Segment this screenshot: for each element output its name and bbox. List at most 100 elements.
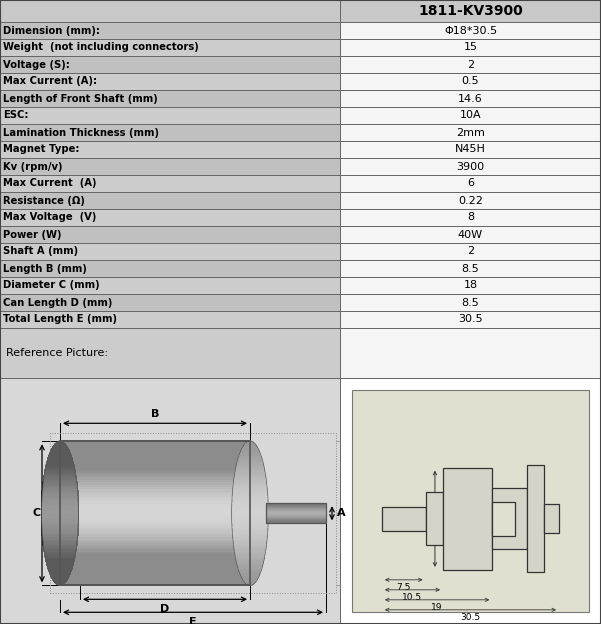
Bar <box>60 545 250 547</box>
Bar <box>232 542 268 545</box>
Bar <box>232 486 268 489</box>
Text: D: D <box>160 604 169 614</box>
Bar <box>232 472 268 475</box>
Bar <box>42 513 78 515</box>
Bar <box>266 506 326 507</box>
Bar <box>42 477 78 480</box>
Bar <box>60 444 250 446</box>
Bar <box>352 390 589 612</box>
Text: 1811-KV3900: 1811-KV3900 <box>418 4 523 18</box>
Bar <box>60 576 250 578</box>
Bar <box>0 107 340 124</box>
Bar <box>340 56 601 73</box>
Bar <box>50 433 336 593</box>
Bar <box>266 517 326 518</box>
Bar <box>42 455 78 458</box>
Text: Magnet Type:: Magnet Type: <box>3 145 79 155</box>
Bar <box>60 470 250 472</box>
Bar <box>232 460 268 463</box>
Ellipse shape <box>41 441 79 585</box>
Text: N45H: N45H <box>455 145 486 155</box>
Bar <box>42 542 78 545</box>
Bar <box>232 474 268 477</box>
Text: Length of Front Shaft (mm): Length of Front Shaft (mm) <box>3 94 157 104</box>
Bar <box>60 461 250 463</box>
Bar <box>42 517 78 520</box>
Bar <box>42 553 78 557</box>
Bar <box>60 537 250 540</box>
Bar <box>0 175 340 192</box>
Bar <box>232 515 268 518</box>
Ellipse shape <box>41 441 79 585</box>
Text: 2: 2 <box>467 59 474 69</box>
Bar <box>232 465 268 468</box>
Bar <box>0 378 340 624</box>
Bar <box>492 488 527 549</box>
Bar <box>60 475 250 477</box>
Bar <box>42 551 78 554</box>
Text: 19: 19 <box>432 603 443 612</box>
Bar <box>0 73 340 90</box>
Bar <box>0 277 340 294</box>
Bar <box>340 243 601 260</box>
Bar <box>60 472 250 475</box>
Ellipse shape <box>41 441 79 585</box>
Text: 0.22: 0.22 <box>458 195 483 205</box>
Bar <box>42 580 78 583</box>
Bar <box>0 294 340 311</box>
Bar <box>0 0 340 22</box>
Bar <box>42 558 78 562</box>
Bar <box>60 568 250 571</box>
Bar <box>42 474 78 477</box>
Bar <box>266 519 326 520</box>
Ellipse shape <box>41 441 79 585</box>
Text: Kv (rpm/v): Kv (rpm/v) <box>3 162 63 172</box>
Text: E: E <box>189 617 197 624</box>
Bar <box>266 521 326 522</box>
Bar <box>340 209 601 226</box>
Ellipse shape <box>41 441 79 585</box>
Bar <box>42 446 78 449</box>
Bar <box>266 505 326 506</box>
Bar <box>340 311 601 328</box>
Ellipse shape <box>41 441 79 585</box>
Bar <box>60 499 250 501</box>
Bar <box>60 494 250 497</box>
Bar <box>266 514 326 515</box>
Bar <box>60 446 250 449</box>
Bar <box>266 518 326 519</box>
Bar <box>42 578 78 580</box>
Ellipse shape <box>41 441 79 585</box>
Bar <box>60 506 250 509</box>
Text: 8.5: 8.5 <box>462 298 480 308</box>
Text: Max Voltage  (V): Max Voltage (V) <box>3 213 96 223</box>
Bar <box>232 503 268 506</box>
Bar <box>0 243 340 260</box>
Text: 40W: 40W <box>458 230 483 240</box>
Ellipse shape <box>41 441 79 585</box>
Bar <box>0 39 340 56</box>
Bar <box>60 511 250 514</box>
Bar <box>232 494 268 497</box>
Ellipse shape <box>41 441 79 585</box>
Bar <box>266 513 326 514</box>
Ellipse shape <box>41 441 79 585</box>
Bar <box>0 311 340 328</box>
Ellipse shape <box>41 441 79 585</box>
Bar <box>266 509 326 510</box>
Bar <box>232 544 268 547</box>
Bar <box>266 523 326 524</box>
Bar <box>266 520 326 521</box>
Ellipse shape <box>41 441 79 585</box>
Bar <box>60 466 250 468</box>
Bar <box>266 516 326 517</box>
Ellipse shape <box>41 441 79 585</box>
Bar <box>232 530 268 532</box>
Text: 15: 15 <box>463 42 478 52</box>
Bar <box>232 489 268 492</box>
Bar <box>232 455 268 458</box>
Bar <box>42 532 78 535</box>
Text: ESC:: ESC: <box>3 110 28 120</box>
Ellipse shape <box>41 441 79 585</box>
Bar <box>42 448 78 451</box>
